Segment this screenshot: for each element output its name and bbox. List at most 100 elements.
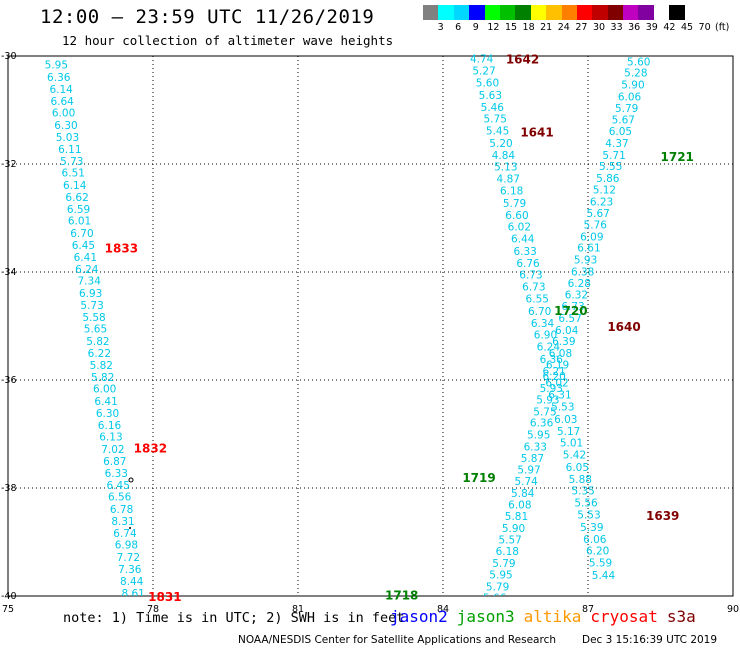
scale-swatch — [453, 5, 470, 20]
wave-height-value: 5.82 — [90, 360, 113, 372]
scale-label: 21 — [540, 22, 553, 33]
pass-time-label: 1642 — [506, 53, 539, 67]
wave-height-value: 5.39 — [580, 522, 603, 534]
wave-height-value: 5.93 — [540, 383, 563, 395]
wave-height-value: 6.57 — [558, 313, 581, 325]
wave-height-value: 6.45 — [107, 480, 130, 492]
wave-height-value: 5.63 — [479, 90, 502, 102]
wave-height-value: 6.30 — [54, 120, 77, 132]
wave-height-value: 6.11 — [58, 144, 81, 156]
wave-height-value: 6.36 — [530, 418, 554, 430]
wave-height-value: 5.79 — [503, 198, 526, 210]
wave-height-value: 5.44 — [592, 570, 616, 582]
wave-height-value: 6.04 — [555, 325, 579, 337]
wave-height-value: 6.03 — [554, 414, 577, 426]
wave-height-value: 4.74 — [470, 54, 494, 66]
wave-height-value: 5.97 — [517, 465, 540, 477]
scale-swatch — [546, 5, 562, 20]
wave-height-value: 5.58 — [82, 312, 105, 324]
scale-swatch — [423, 5, 439, 20]
wave-height-value: 5.53 — [551, 401, 574, 413]
units-note: note: 1) Time is in UTC; 2) SWH is in fe… — [63, 610, 405, 626]
wave-height-value: 7.36 — [118, 564, 142, 576]
scale-label: 15 — [504, 22, 518, 33]
wave-height-value: 6.00 — [52, 108, 75, 120]
wave-height-value: 6.18 — [496, 546, 519, 558]
marker-circle — [128, 477, 134, 483]
wave-height-value: 6.21 — [542, 366, 565, 378]
wave-height-value: 5.93 — [536, 394, 559, 406]
scale-label: 45 — [680, 22, 694, 33]
wave-height-value: 7.34 — [78, 276, 102, 288]
wave-height-value: 5.03 — [56, 132, 79, 144]
wave-height-value: 8.31 — [111, 516, 134, 528]
wave-height-value: 6.56 — [108, 492, 132, 504]
scale-label: 24 — [557, 22, 570, 33]
wave-height-value: 6.55 — [526, 293, 549, 305]
wave-height-value: 6.70 — [528, 306, 551, 318]
wave-height-value: 5.71 — [602, 150, 625, 162]
wave-height-value: 6.09 — [580, 231, 603, 243]
lon-tick-label: 84 — [437, 604, 449, 615]
wave-height-value: 6.22 — [88, 348, 111, 360]
wave-height-value: 6.30 — [96, 408, 119, 420]
wave-height-value: 5.27 — [472, 66, 495, 78]
wave-height-value: 5.82 — [86, 336, 109, 348]
wave-height-value: 6.20 — [542, 371, 565, 383]
wave-height-value: 6.06 — [583, 534, 607, 546]
wave-height-value: 5.90 — [621, 80, 644, 92]
wave-height-value: 5.60 — [476, 77, 499, 89]
wave-height-value: 5.12 — [593, 184, 616, 196]
scale-swatch — [515, 5, 531, 20]
wave-height-value: 5.65 — [84, 324, 107, 336]
lat-tick-label: -32 — [1, 159, 17, 170]
track-1718-1721: 5.605.285.906.065.795.676.054.375.715.55… — [483, 56, 650, 596]
wave-height-value: 5.28 — [624, 68, 647, 80]
wave-height-value: 6.24 — [537, 342, 561, 354]
wave-height-value: 6.73 — [561, 301, 584, 313]
scale-swatch — [592, 5, 608, 20]
pass-time-label: 1721 — [661, 150, 694, 164]
wave-height-value: 5.42 — [563, 450, 586, 462]
wave-height-value: 6.08 — [508, 500, 531, 512]
wave-height-value: 5.53 — [577, 509, 600, 521]
wave-height-value: 6.51 — [62, 168, 85, 180]
wave-height-value: 5.84 — [511, 488, 535, 500]
scale-label: 42 — [663, 22, 676, 33]
satellite-legend: jason2 jason3 altika cryosat s3a — [390, 607, 705, 626]
wave-height-value: 8.44 — [120, 576, 144, 588]
pass-time-label: 1720 — [554, 304, 587, 318]
wave-height-value: 6.02 — [545, 378, 568, 390]
wave-height-value: 6.45 — [72, 240, 95, 252]
wave-height-value: 6.60 — [505, 210, 528, 222]
wave-height-value: 6.90 — [534, 330, 557, 342]
scale-swatch — [607, 5, 624, 20]
color-scale-labels: 3 6 9 12 15 18 21 24 27 30 33 36 39 42 45 70 (ft) — [423, 20, 731, 33]
scale-swatch — [638, 5, 654, 20]
pass-time-label: 1641 — [520, 126, 553, 140]
scale-swatch — [669, 5, 685, 20]
wave-height-value: 4.84 — [492, 150, 516, 162]
scale-swatch — [653, 5, 670, 20]
wave-height-value: 7.02 — [101, 444, 124, 456]
scale-swatch — [561, 5, 577, 20]
wave-height-value: 6.01 — [68, 216, 91, 228]
scale-swatch — [530, 5, 547, 20]
pass-time-label: 1831 — [148, 590, 181, 604]
lat-tick-label: -34 — [1, 267, 17, 278]
wave-height-value: 6.87 — [103, 456, 126, 468]
wave-height-value: 5.76 — [584, 219, 608, 231]
wave-height-value: 5.95 — [527, 430, 550, 442]
wave-height-value: 6.08 — [549, 348, 572, 360]
wave-height-value: 5.74 — [514, 476, 538, 488]
wave-height-value: 5.90 — [502, 523, 525, 535]
wave-height-value: 6.13 — [99, 432, 122, 444]
wave-height-value: 8.61 — [121, 588, 144, 600]
wave-height-value: 6.78 — [110, 504, 133, 516]
wave-height-value: 6.76 — [516, 258, 540, 270]
scale-label: 3 — [437, 22, 444, 33]
wave-height-value: 5.75 — [484, 114, 507, 126]
wave-height-value: 6.02 — [508, 222, 531, 234]
color-scale-swatches — [423, 5, 731, 20]
